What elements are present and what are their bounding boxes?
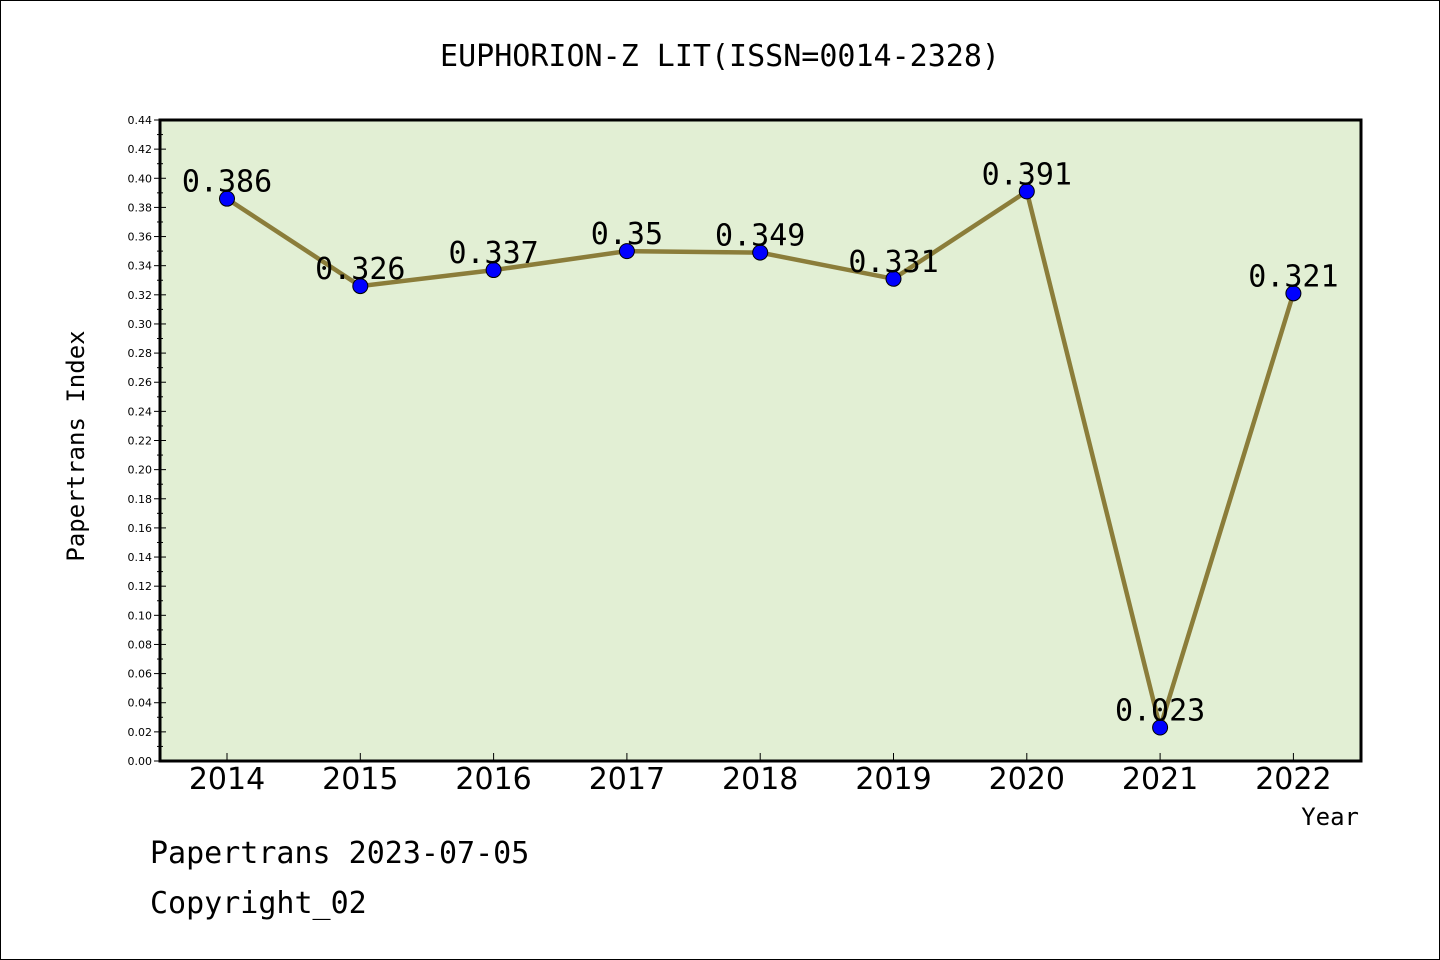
data-label: 0.321 xyxy=(1248,259,1338,294)
data-point xyxy=(752,244,769,261)
y-tick-label: 0.38 xyxy=(128,201,153,214)
y-axis-label: Papertrans Index xyxy=(62,330,90,561)
plot-frame xyxy=(158,118,1363,763)
data-point xyxy=(352,278,369,295)
data-label: 0.331 xyxy=(848,245,938,280)
data-label: 0.337 xyxy=(448,236,538,271)
y-tick-label: 0.10 xyxy=(128,609,153,622)
plot-area xyxy=(160,120,1361,761)
x-tick-label: 2021 xyxy=(1122,762,1198,797)
y-tick-label: 0.20 xyxy=(128,464,153,477)
x-tick-label: 2014 xyxy=(189,762,265,797)
footer-date-line: Papertrans 2023-07-05 xyxy=(150,836,529,871)
y-tick-label: 0.32 xyxy=(128,289,153,302)
y-tick-label: 0.36 xyxy=(128,231,153,244)
chart-title: EUPHORION-Z LIT(ISSN=0014-2328) xyxy=(440,39,1000,74)
x-axis-ticks: 2014 2015 2016 2017 2018 2019 2020 2021 2022 xyxy=(189,753,1332,797)
data-point xyxy=(1152,719,1169,736)
data-points xyxy=(219,183,1302,736)
x-tick-label: 2018 xyxy=(722,762,798,797)
y-tick-label: 0.34 xyxy=(128,260,153,273)
data-point xyxy=(1018,183,1035,200)
x-tick-label: 2019 xyxy=(855,762,931,797)
x-tick-label: 2016 xyxy=(455,762,531,797)
y-tick-label: 0.24 xyxy=(128,405,153,418)
y-tick-label: 0.44 xyxy=(128,114,153,127)
y-tick-label: 0.40 xyxy=(128,172,153,185)
y-tick-label: 0.00 xyxy=(128,755,153,768)
data-label: 0.023 xyxy=(1115,693,1205,728)
data-labels: 0.386 0.326 0.337 0.35 0.349 0.331 0.391 0.023 0… xyxy=(182,157,1339,728)
data-label: 0.386 xyxy=(182,165,272,200)
y-tick-label: 0.28 xyxy=(128,347,153,360)
y-axis-ticks: 0.00 0.02 0.04 0.06 0.08 0.10 0.12 0.14 0.16 0.18… xyxy=(128,114,166,768)
x-tick-label: 2017 xyxy=(589,762,665,797)
y-tick-label: 0.18 xyxy=(128,493,153,506)
data-point xyxy=(219,190,235,207)
x-tick-label: 2020 xyxy=(989,762,1065,797)
data-label: 0.35 xyxy=(591,217,663,252)
data-point xyxy=(885,270,902,287)
y-tick-label: 0.12 xyxy=(128,580,153,593)
y-tick-label: 0.22 xyxy=(128,435,153,448)
footer-copyright-line: Copyright_02 xyxy=(150,886,367,921)
y-tick-label: 0.08 xyxy=(128,638,153,651)
data-point xyxy=(485,262,502,279)
data-point xyxy=(618,243,635,260)
y-tick-label: 0.16 xyxy=(128,522,153,535)
y-tick-label: 0.30 xyxy=(128,318,153,331)
y-tick-label: 0.02 xyxy=(128,726,153,739)
y-tick-label: 0.04 xyxy=(128,697,153,710)
data-label: 0.391 xyxy=(982,157,1072,192)
y-tick-label: 0.06 xyxy=(128,668,153,681)
y-tick-label: 0.14 xyxy=(128,551,153,564)
data-point xyxy=(1285,285,1302,302)
y-tick-label: 0.42 xyxy=(128,143,153,156)
data-label: 0.349 xyxy=(715,219,805,254)
x-axis-label: Year xyxy=(1301,803,1359,831)
y-tick-label: 0.26 xyxy=(128,376,153,389)
x-tick-label: 2022 xyxy=(1255,762,1331,797)
x-tick-label: 2015 xyxy=(322,762,398,797)
data-label: 0.326 xyxy=(315,252,405,287)
